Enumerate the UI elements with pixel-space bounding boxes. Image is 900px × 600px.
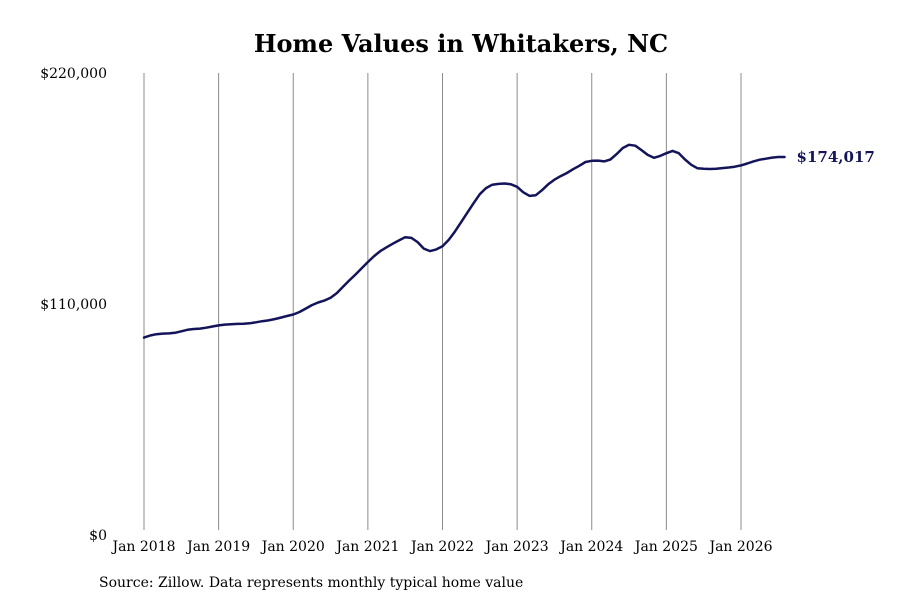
x-tick-label: Jan 2018 bbox=[110, 539, 175, 555]
x-tick-label: Jan 2025 bbox=[633, 539, 698, 555]
x-tick-label: Jan 2024 bbox=[558, 539, 623, 555]
gridlines bbox=[143, 73, 742, 530]
x-tick-label: Jan 2026 bbox=[707, 539, 772, 555]
y-tick-label: $0 bbox=[89, 528, 107, 544]
x-axis-tick-labels: Jan 2018 Jan 2019 Jan 2020 Jan 2021 Jan 2022… bbox=[110, 539, 772, 555]
y-axis-tick-labels: $0 $110,000 $220,000 bbox=[40, 66, 107, 544]
end-value-label: $174,017 bbox=[797, 148, 875, 166]
y-tick-label: $110,000 bbox=[40, 297, 107, 313]
x-tick-label: Jan 2019 bbox=[185, 539, 250, 555]
x-tick-label: Jan 2021 bbox=[334, 539, 399, 555]
series-group: $174,017 bbox=[142, 143, 875, 339]
source-note: Source: Zillow. Data represents monthly … bbox=[99, 575, 523, 591]
x-tick-label: Jan 2023 bbox=[484, 539, 549, 555]
series-line bbox=[142, 143, 786, 339]
x-tick-label: Jan 2022 bbox=[409, 539, 474, 555]
y-tick-label: $220,000 bbox=[40, 66, 107, 82]
x-tick-label: Jan 2020 bbox=[260, 539, 325, 555]
chart-title: Home Values in Whitakers, NC bbox=[254, 29, 668, 58]
